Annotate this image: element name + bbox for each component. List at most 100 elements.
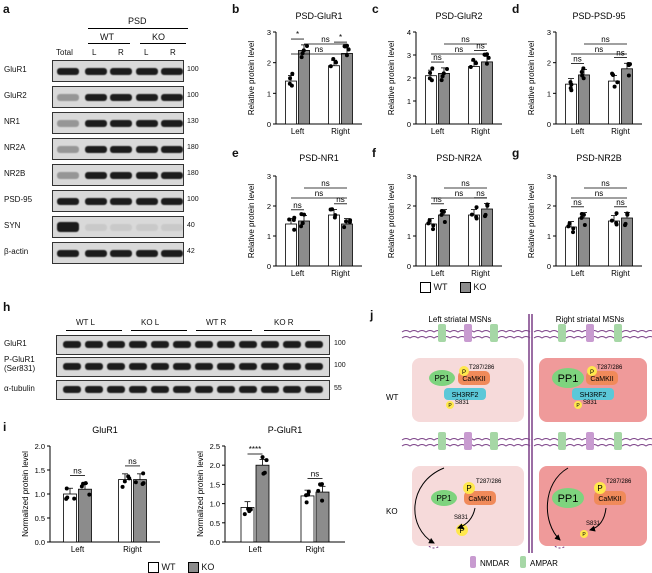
p-s831-ko-right bbox=[580, 530, 588, 538]
data-point bbox=[304, 500, 309, 505]
significance-label: ns bbox=[601, 179, 609, 188]
data-point bbox=[64, 496, 69, 501]
y-tick-label: 1.5 bbox=[35, 466, 45, 475]
bar-wt bbox=[328, 65, 340, 125]
y-tick-label: 2 bbox=[407, 202, 411, 211]
left-msn-title: Left striatal MSNs bbox=[428, 315, 491, 324]
col-r-ko: R bbox=[170, 48, 176, 57]
bar-ko bbox=[298, 50, 310, 125]
blot-h-group-label: KO L bbox=[141, 318, 160, 327]
blot-band bbox=[161, 223, 183, 231]
receptor bbox=[464, 324, 472, 342]
data-point bbox=[140, 481, 145, 486]
significance-label: ns bbox=[311, 469, 319, 478]
data-point bbox=[581, 66, 586, 71]
y-tick-label: 0.0 bbox=[210, 538, 220, 547]
row-label-wt: WT bbox=[386, 393, 399, 402]
x-tick-label: Left bbox=[571, 127, 585, 136]
p-wt-left bbox=[459, 366, 469, 376]
panel-label-h: h bbox=[3, 300, 11, 314]
chart-psd-glur1: PSD-GluR1 Relative protein level 0 1 2 3 Left R… bbox=[247, 11, 362, 136]
data-point bbox=[623, 221, 628, 226]
y-axis-label: Relative protein level bbox=[527, 184, 536, 258]
y-axis-label: Relative protein level bbox=[247, 184, 256, 258]
data-point bbox=[262, 470, 267, 475]
blot-header-ko: KO bbox=[152, 32, 166, 42]
blot-band bbox=[110, 67, 132, 75]
bar-wt bbox=[63, 493, 77, 543]
p-ko-left bbox=[463, 482, 475, 494]
y-tick-label: 1.5 bbox=[210, 480, 220, 489]
blot-h-group-label: WT L bbox=[76, 318, 95, 327]
data-point bbox=[569, 82, 574, 87]
blot-a-mw: 100 bbox=[187, 92, 199, 99]
chart-psd-glur2: PSD-GluR2 Relative protein level 0 1 2 3 4 Left… bbox=[387, 11, 502, 136]
data-point bbox=[304, 493, 309, 498]
bar-wt bbox=[328, 214, 340, 267]
x-tick-label: Right bbox=[123, 545, 142, 554]
data-point bbox=[614, 211, 619, 216]
data-point bbox=[609, 218, 614, 223]
data-point bbox=[439, 78, 444, 83]
bar-wt bbox=[425, 223, 437, 267]
blot-band bbox=[305, 341, 323, 348]
receptor bbox=[558, 324, 566, 342]
blot-a-row-strip bbox=[52, 86, 184, 108]
t287-ko-right: T287/286 bbox=[606, 479, 632, 485]
arrow-ko-right-2 bbox=[589, 507, 607, 532]
bar-ko bbox=[315, 491, 330, 543]
t287-wt-right: T287/286 bbox=[597, 365, 623, 371]
data-point bbox=[299, 55, 304, 60]
blot-band bbox=[161, 67, 183, 75]
s831-ko-right: S831 bbox=[586, 521, 601, 527]
y-tick-label: 3 bbox=[267, 172, 271, 181]
bar-ko bbox=[255, 464, 270, 543]
data-point bbox=[287, 217, 292, 222]
y-tick-label: 1.0 bbox=[210, 500, 220, 509]
legend-wt-swatch bbox=[420, 282, 431, 294]
blot-h-mw: 100 bbox=[334, 362, 346, 369]
blot-band bbox=[107, 341, 125, 348]
data-point bbox=[567, 221, 572, 226]
chart-title: PSD-NR2B bbox=[576, 153, 622, 163]
col-r-wt: R bbox=[118, 48, 124, 57]
y-tick-label: 0 bbox=[407, 120, 411, 129]
blot-a-mw: 100 bbox=[187, 66, 199, 73]
blot-band bbox=[107, 363, 125, 370]
panel-label-b: b bbox=[232, 2, 240, 16]
receptor bbox=[558, 432, 566, 450]
y-axis-label: Relative protein level bbox=[527, 41, 536, 115]
significance-label: ns bbox=[433, 195, 441, 204]
p-s831-wt-left-label: P bbox=[448, 403, 452, 409]
psd-bracket bbox=[88, 28, 188, 29]
blot-band bbox=[57, 249, 79, 257]
data-point bbox=[87, 492, 92, 497]
y-tick-label: 0 bbox=[547, 262, 551, 271]
pp1-wt-right bbox=[552, 368, 584, 388]
blot-a-row-strip bbox=[52, 60, 184, 82]
blot-band bbox=[57, 93, 79, 101]
blot-band bbox=[217, 386, 235, 393]
y-axis-label: Relative protein level bbox=[387, 184, 396, 258]
chart-psd-nr2a: PSD-NR2A Relative protein level 0 1 2 3 Left Ri… bbox=[387, 153, 502, 278]
data-point bbox=[288, 76, 293, 81]
significance-label: ns bbox=[573, 55, 581, 64]
chart-title: PSD-NR2A bbox=[436, 153, 482, 163]
blot-band bbox=[57, 222, 79, 232]
p-ko-right-label: P bbox=[597, 484, 602, 493]
significance-label: ns bbox=[601, 35, 609, 44]
legend-i-wt-swatch bbox=[148, 562, 159, 573]
blot-band bbox=[136, 223, 158, 231]
data-point bbox=[427, 218, 432, 223]
data-point bbox=[579, 215, 584, 220]
significance-label: ns bbox=[461, 179, 469, 188]
blot-band bbox=[63, 386, 81, 393]
data-point bbox=[304, 44, 309, 49]
data-point bbox=[426, 221, 431, 226]
y-tick-label: 1 bbox=[267, 232, 271, 241]
data-point bbox=[331, 57, 336, 62]
y-axis-label: Relative protein level bbox=[387, 41, 396, 115]
blot-band bbox=[110, 145, 132, 153]
blot-band bbox=[239, 341, 257, 348]
chart-psd-nr1: PSD-NR1 Relative protein level 0 1 2 3 Left Rig… bbox=[247, 153, 362, 278]
